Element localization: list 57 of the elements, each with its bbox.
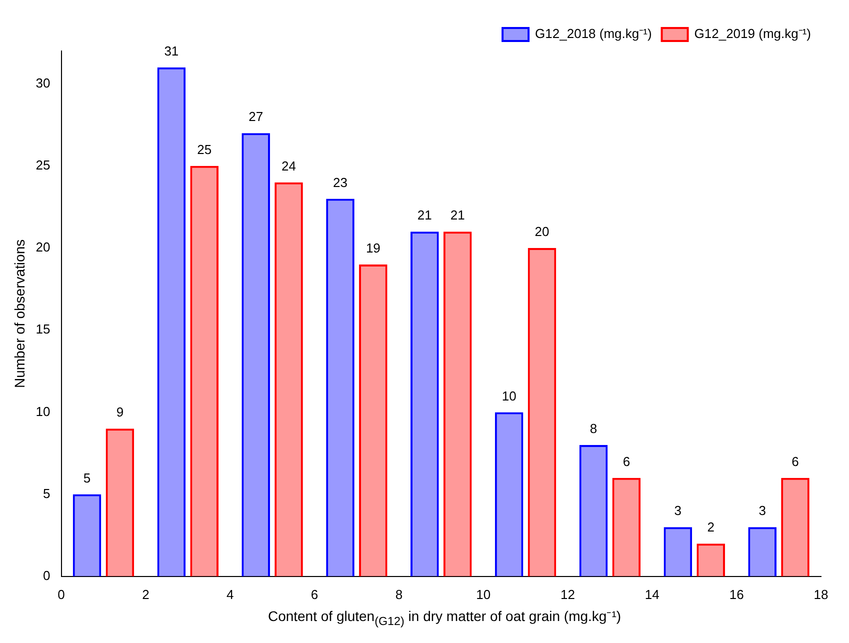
data-label: 9 (116, 404, 124, 420)
bar (528, 248, 556, 576)
bar (274, 182, 303, 576)
y-tick-label: 30 (36, 75, 50, 90)
bar (664, 527, 692, 576)
y-tick-label: 15 (36, 322, 50, 337)
bar (157, 67, 186, 576)
y-tick-label: 25 (36, 158, 50, 173)
x-tick-label: 10 (476, 586, 491, 602)
data-label: 8 (590, 421, 598, 436)
y-tick-label: 0 (43, 568, 50, 583)
bar (494, 412, 524, 576)
x-tick-label: 6 (310, 586, 318, 602)
data-label: 19 (366, 240, 380, 256)
y-axis-title: Number of observations (11, 239, 28, 388)
x-tick-label: 0 (58, 586, 65, 602)
x-tick-label: 14 (644, 586, 660, 602)
bar (190, 166, 218, 576)
bar (410, 232, 439, 576)
bar (443, 232, 472, 576)
data-label: 6 (622, 454, 630, 469)
bar (242, 133, 270, 576)
data-label: 6 (792, 454, 799, 469)
legend-label: G12_2019 (mg.kg⁻¹) (694, 26, 812, 42)
x-tick-label: 16 (729, 586, 744, 602)
data-label: 23 (333, 174, 348, 190)
bar (579, 445, 608, 576)
data-label: 3 (674, 503, 682, 518)
legend-label: G12_2018 (mg.kg⁻¹) (535, 26, 652, 42)
y-tick-label: 10 (36, 404, 50, 419)
x-axis-title: Content of gluten$_{(G12)}$ in dry matter of oat grain (mg.kg⁻¹) (266, 607, 622, 628)
x-tick-label: 12 (560, 586, 575, 602)
x-tick-label: 4 (226, 586, 234, 602)
data-label: 25 (197, 142, 212, 158)
data-label: 31 (164, 43, 179, 58)
data-label: 21 (417, 208, 432, 223)
data-label: 27 (248, 109, 264, 124)
bar (106, 428, 134, 576)
data-label: 5 (83, 470, 91, 486)
bar (326, 198, 354, 576)
data-label: 10 (502, 388, 516, 404)
data-label: 20 (534, 224, 550, 240)
y-tick-label: 5 (43, 486, 50, 501)
data-label: 3 (758, 503, 766, 518)
bar (359, 264, 388, 576)
data-label: 21 (450, 208, 465, 223)
y-tick-label: 20 (36, 240, 50, 255)
x-tick-label: 2 (142, 586, 150, 602)
data-label: 24 (282, 158, 296, 174)
bar (748, 527, 776, 576)
data-label: 2 (707, 520, 714, 535)
bar (781, 478, 810, 576)
bar (72, 494, 102, 576)
x-tick-label: 18 (814, 586, 828, 602)
x-tick-label: 8 (395, 586, 403, 602)
bar (696, 544, 725, 576)
bar (612, 478, 641, 576)
